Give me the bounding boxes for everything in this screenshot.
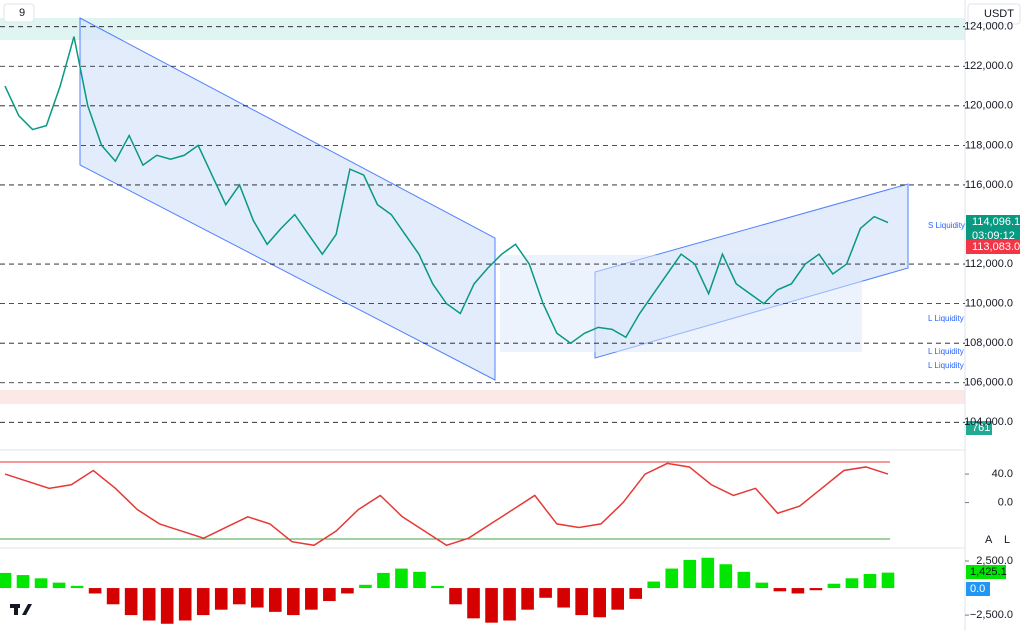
bar: [142, 588, 156, 621]
macd-value: 1,425.1: [970, 566, 1007, 578]
bar: [809, 588, 823, 591]
y-tick-label: 124,000.0: [964, 21, 1013, 33]
currency: USDT: [984, 8, 1014, 20]
zone-label: L Liquidity: [928, 314, 964, 323]
bar: [268, 588, 282, 612]
zone: [500, 255, 862, 352]
bar: [575, 588, 588, 616]
y-tick-label: 112,000.0: [965, 258, 1013, 270]
bar: [503, 588, 516, 621]
bar: [485, 588, 498, 623]
series-line: [4, 36, 889, 345]
bar: [88, 588, 102, 594]
bar: [16, 575, 30, 589]
y-tick-label: 0.0: [998, 496, 1013, 508]
countdown: 03:09:12: [972, 230, 1015, 242]
bar: [341, 588, 354, 594]
signal-value: 0.0: [970, 583, 985, 595]
bar: [845, 578, 859, 589]
last-price: 114,096.1: [972, 216, 1020, 228]
bar: [305, 588, 318, 610]
bar: [431, 585, 444, 589]
volume-tag: [966, 421, 992, 435]
price-tag: [966, 240, 1020, 254]
interval: 9: [19, 7, 25, 19]
bar: [0, 572, 12, 589]
zone-label: S Liquidity: [928, 221, 965, 230]
logo: [10, 604, 32, 615]
bar: [52, 582, 66, 589]
bar: [160, 588, 174, 624]
bar: [755, 582, 769, 589]
y-tick-label: 116,000.0: [965, 179, 1013, 191]
zone-label: L Liquidity: [928, 347, 964, 356]
bar: [359, 584, 372, 589]
bar: [791, 588, 805, 594]
bar: [629, 588, 643, 599]
bar: [232, 588, 246, 605]
log-button[interactable]: L: [1004, 534, 1010, 546]
currency-button[interactable]: [967, 3, 1021, 25]
bar: [196, 588, 210, 616]
bar: [377, 572, 390, 589]
zone: [0, 390, 965, 404]
channel: [79, 17, 496, 381]
y-tick-label: 2,500.0: [976, 555, 1013, 567]
bar: [773, 588, 787, 592]
bar: [539, 588, 552, 598]
bar: [287, 588, 300, 616]
y-tick-label: 120,000.0: [964, 100, 1013, 112]
auto-button[interactable]: A: [985, 534, 993, 546]
series-line: [4, 462, 889, 547]
bar: [593, 588, 606, 618]
bar: [737, 571, 751, 589]
bar: [106, 588, 120, 605]
y-tick-label: 110,000.0: [965, 298, 1013, 310]
bar: [863, 573, 877, 589]
bar: [449, 588, 462, 605]
bar: [701, 557, 715, 589]
ma-price: 113,083.0: [972, 241, 1020, 253]
y-tick-label: 40.0: [992, 468, 1013, 480]
bar: [413, 571, 426, 589]
bar: [467, 588, 480, 619]
bar: [250, 588, 264, 608]
bar: [683, 559, 697, 589]
y-tick-label: 108,000.0: [964, 337, 1013, 349]
y-tick-label: 104,000.0: [964, 416, 1013, 428]
bar: [647, 581, 661, 589]
bar: [521, 588, 534, 610]
bar: [827, 583, 841, 589]
bar: [34, 578, 48, 589]
zone-label: L Liquidity: [928, 361, 964, 370]
bar: [70, 585, 84, 589]
bar: [719, 564, 733, 589]
y-tick-label: 118,000.0: [965, 139, 1013, 151]
bar: [665, 568, 679, 589]
bar: [214, 588, 228, 610]
bar: [395, 568, 408, 589]
y-tick-label: 122,000.0: [964, 60, 1013, 72]
bar: [611, 588, 625, 610]
y-tick-label: 106,000.0: [964, 377, 1013, 389]
macd-tag: [966, 565, 1006, 579]
bar: [323, 588, 336, 602]
bar: [178, 588, 192, 621]
zone: [0, 18, 965, 40]
interval-button[interactable]: [3, 3, 35, 23]
bar: [124, 588, 138, 616]
bar: [881, 572, 895, 589]
y-tick-label: −2,500.0: [970, 609, 1013, 621]
bar: [557, 588, 570, 608]
volume: 761: [972, 422, 990, 434]
signal-tag: [966, 582, 990, 596]
